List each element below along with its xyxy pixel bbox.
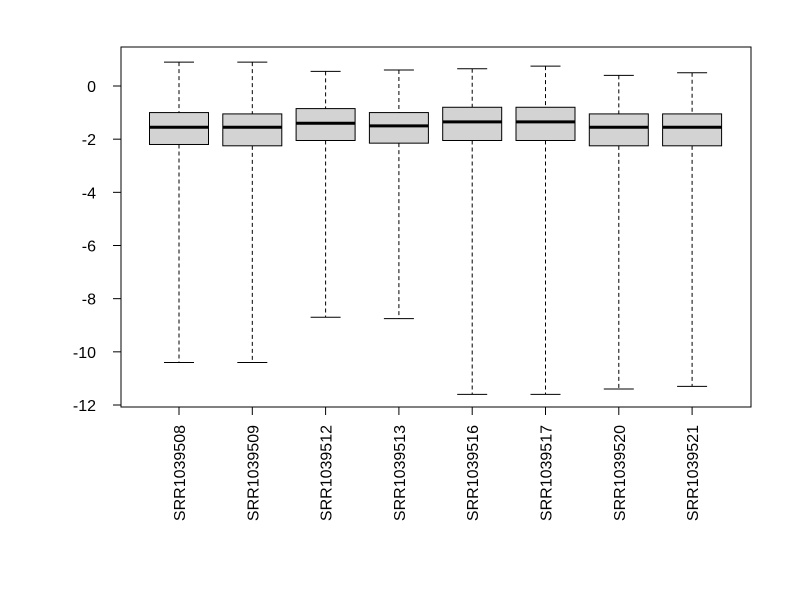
iqr-box [662,113,723,147]
x-tick-label: SRR1039509 [245,425,262,521]
x-tick-label: SRR1039520 [612,425,629,521]
iqr-box [222,113,283,147]
iqr-box [442,106,503,141]
box-item [295,70,356,318]
box-item [442,68,503,395]
box-item [662,72,723,387]
y-tick-label: -6 [82,239,96,256]
iqr-box [368,112,429,144]
y-tick-label: -12 [73,398,96,415]
box-item [588,74,649,390]
x-tick-label: SRR1039516 [465,425,482,521]
y-tick-label: 0 [87,79,96,96]
y-tick-label: -10 [73,345,96,362]
x-tick-label: SRR1039508 [172,425,189,521]
box-item [222,61,283,363]
x-axis-labels: SRR1039508 SRR1039509 SRR1039512 SRR1039513… [172,407,702,521]
x-tick-label: SRR1039512 [319,425,336,521]
y-tick-label: -8 [82,292,96,309]
box-item [149,61,209,363]
box-series [149,61,723,395]
x-tick-label: SRR1039517 [539,425,556,521]
plot-frame [120,46,752,408]
iqr-box [588,113,649,147]
x-tick-label: SRR1039521 [685,425,702,521]
box-item [368,69,429,320]
y-tick-label: -4 [82,185,96,202]
y-tick-label: -2 [82,132,96,149]
iqr-box [515,106,576,141]
x-tick-label: SRR1039513 [392,425,409,521]
box-item [515,65,576,395]
